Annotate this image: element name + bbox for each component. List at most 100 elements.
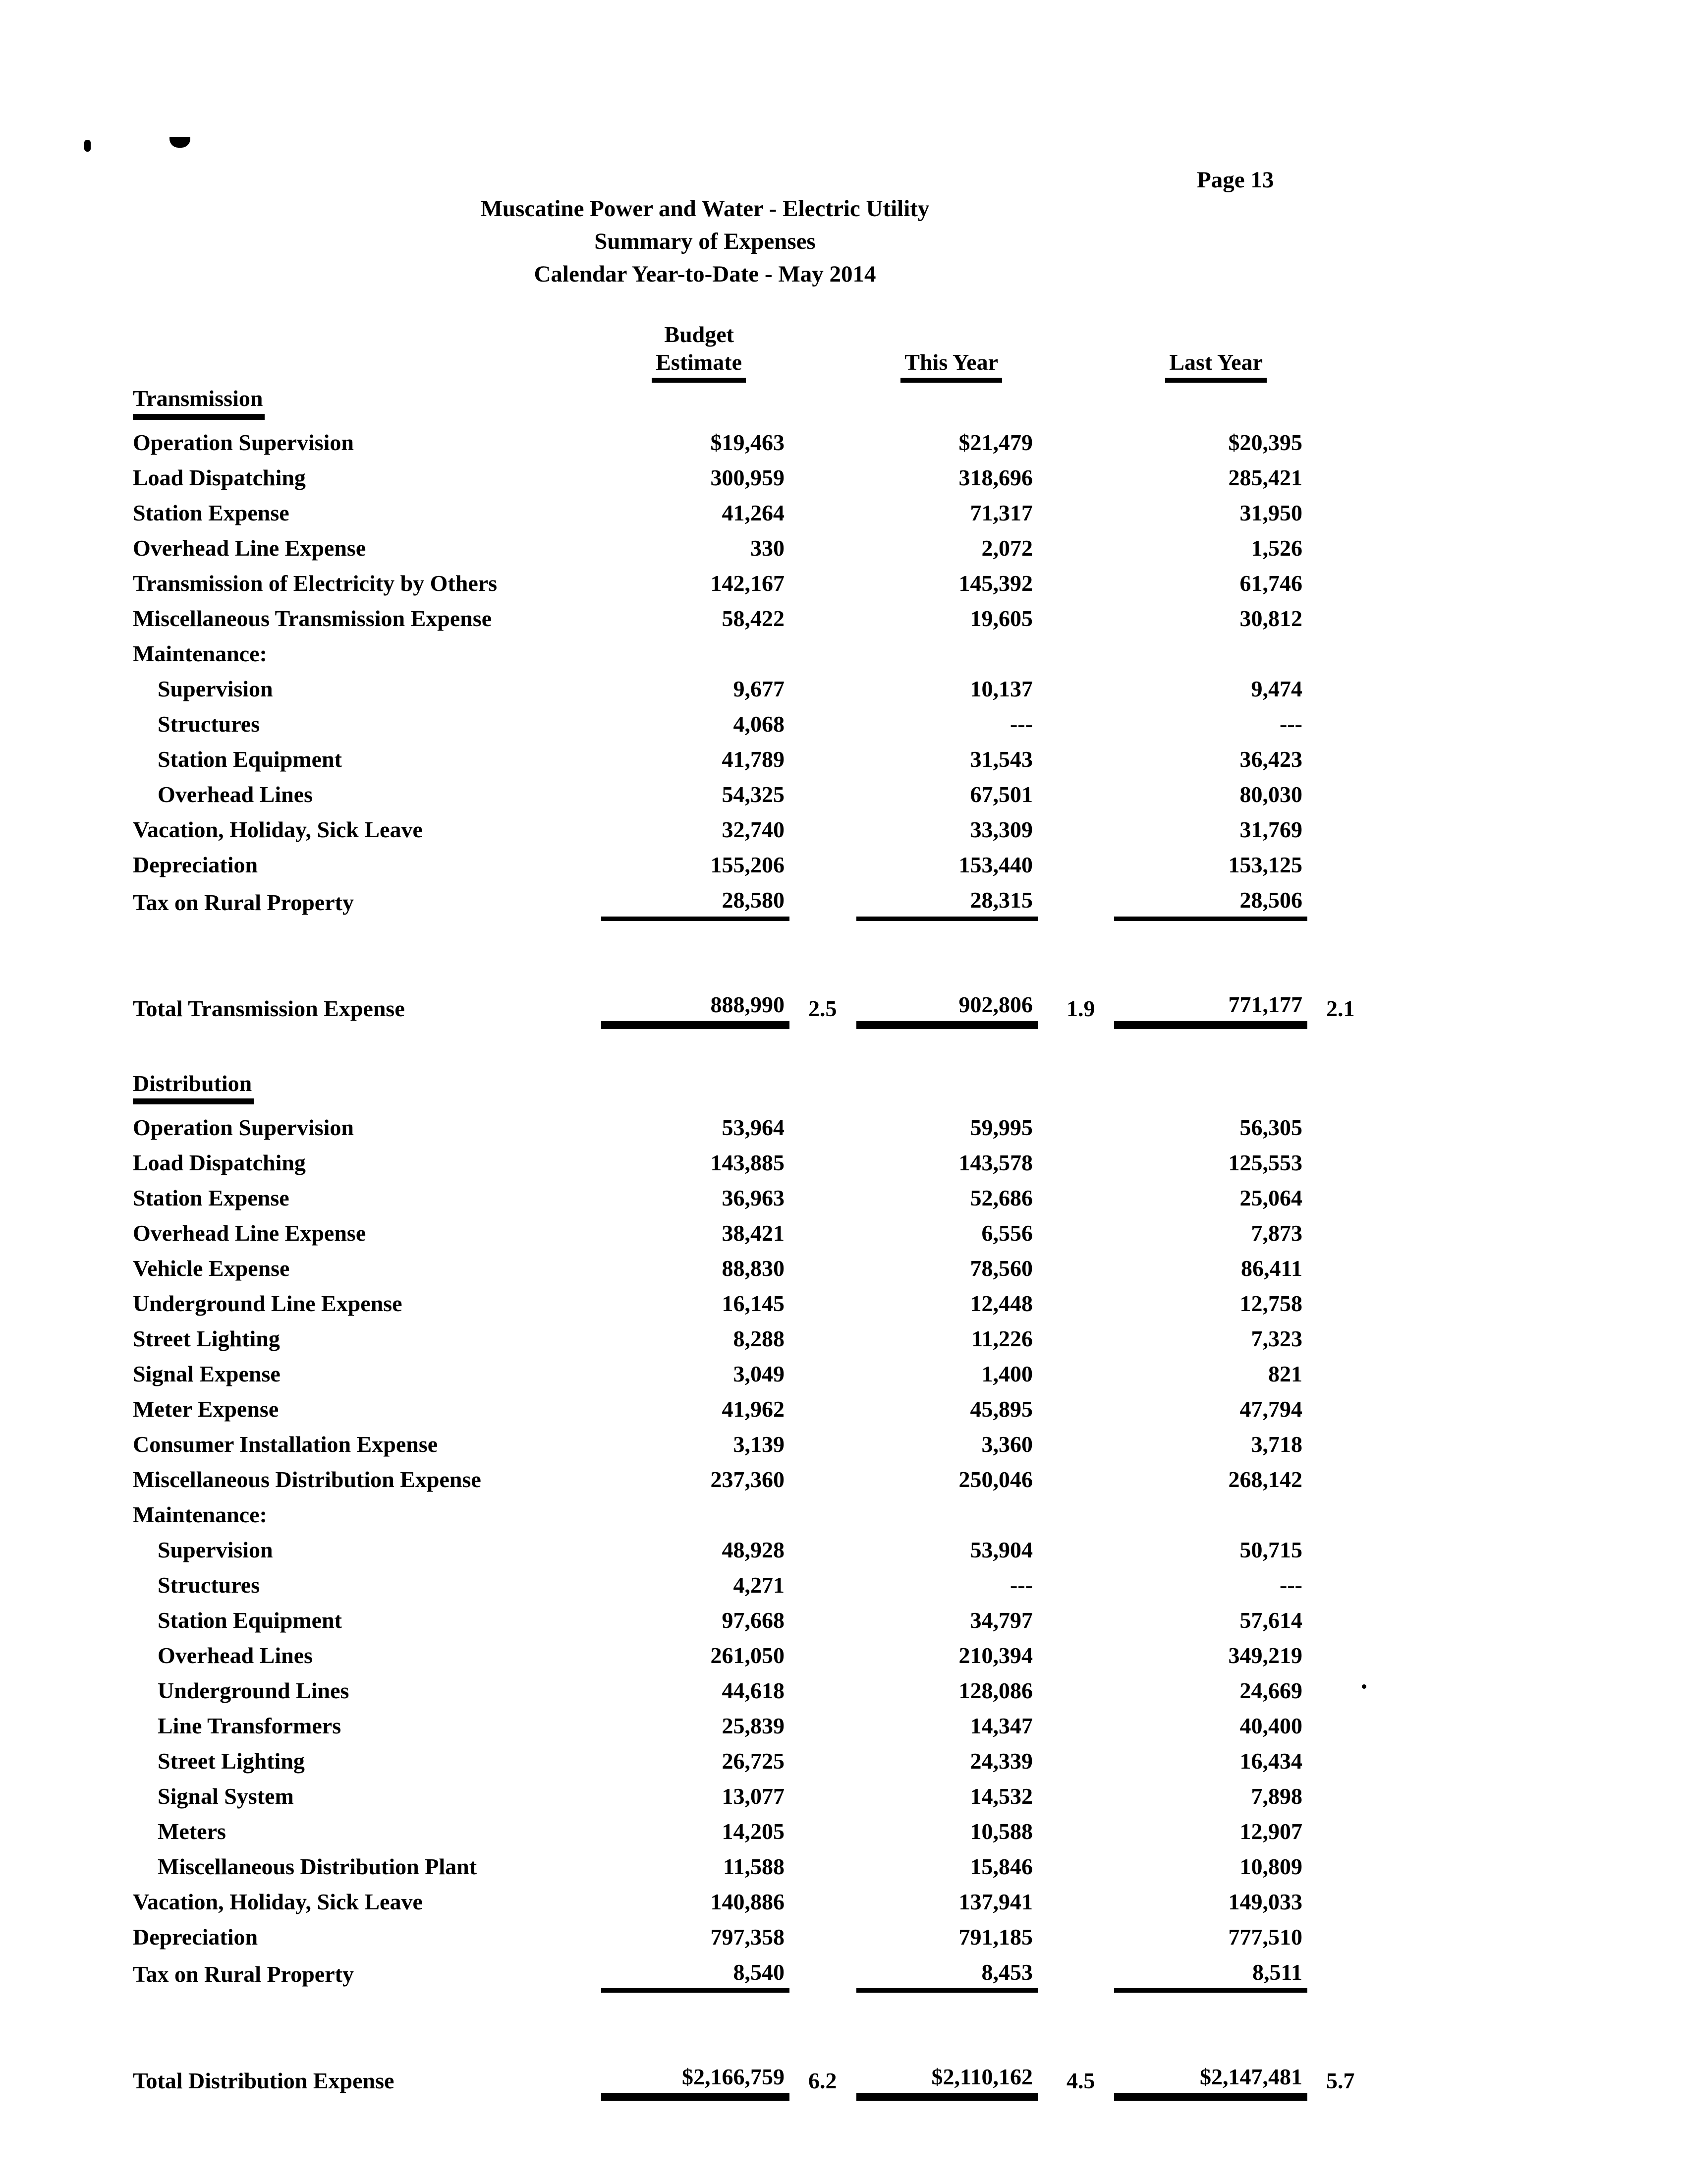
budget-pct: [789, 1355, 856, 1390]
this-year-value: $21,479: [958, 430, 1033, 456]
spacer-cell: [1307, 1990, 1382, 2052]
expense-label: Overhead Line Expense: [133, 1220, 366, 1246]
last-year-pct: [1307, 1144, 1382, 1179]
expense-label: Miscellaneous Distribution Expense: [133, 1466, 481, 1492]
budget-pct: [789, 1284, 856, 1320]
last-year-value: 349,219: [1228, 1642, 1303, 1668]
budget-pct: [789, 1847, 856, 1883]
this-year-pct: [1038, 565, 1114, 600]
expense-row: Overhead Line Expense 330 2,072 1,526: [133, 529, 1382, 565]
this-year-value: 143,578: [958, 1149, 1033, 1175]
last-year-value: 56,305: [1239, 1114, 1303, 1140]
this-year-pct: [1038, 670, 1114, 705]
document-period: Calendar Year-to-Date - May 2014: [534, 261, 876, 287]
spacer-cell: [1307, 919, 1382, 980]
this-year-value: 3,360: [981, 1431, 1033, 1457]
last-year-value: 8,511: [1114, 1953, 1307, 1993]
last-year-pct: [1307, 670, 1382, 705]
last-year-pct: [1307, 1601, 1382, 1636]
this-year-pct: [1038, 1847, 1114, 1883]
total-last-year-value: 771,177: [1114, 980, 1307, 1029]
last-year-value: 1,526: [1251, 535, 1303, 561]
expense-label: Street Lighting: [133, 1325, 280, 1351]
total-last-year-value: $2,147,481: [1114, 2052, 1307, 2101]
this-year-value: 28,315: [856, 881, 1038, 921]
budget-pct: [789, 1601, 856, 1636]
empty-cell: [856, 387, 1038, 423]
budget-header-line1: Budget: [664, 321, 734, 347]
expense-row: Transmission of Electricity by Others 142…: [133, 565, 1382, 600]
expense-row: Station Equipment 97,668 34,797 57,614: [133, 1601, 1382, 1636]
this-year-pct: [1038, 635, 1114, 670]
budget-estimate-value: 261,050: [710, 1642, 785, 1668]
expense-label: Tax on Rural Property: [133, 889, 354, 915]
spacer-cell: [601, 1990, 789, 2052]
section-header-row: Transmission: [133, 387, 1382, 423]
budget-estimate-value: 300,959: [710, 465, 785, 491]
expense-row: Meters 14,205 10,588 12,907: [133, 1812, 1382, 1847]
this-year-value: 53,904: [970, 1537, 1033, 1562]
this-year-pct: [1038, 1320, 1114, 1355]
budget-estimate-value: 9,677: [733, 676, 785, 702]
budget-pct: [789, 600, 856, 635]
budget-pct: [789, 1883, 856, 1918]
spacer-cell: [133, 919, 601, 980]
budget-estimate-value: $19,463: [710, 430, 785, 456]
budget-pct: [789, 1918, 856, 1953]
last-year-pct: [1307, 1918, 1382, 1953]
expense-row: Load Dispatching 300,959 318,696 285,421: [133, 459, 1382, 494]
budget-estimate-value: 4,271: [733, 1572, 785, 1598]
spacer-cell: [133, 1025, 601, 1072]
this-year-value: ---: [1010, 711, 1033, 737]
last-year-pct: [1307, 1742, 1382, 1777]
this-year-pct: [1038, 846, 1114, 881]
expense-row: Line Transformers 25,839 14,347 40,400: [133, 1707, 1382, 1742]
expense-row: Maintenance:: [133, 635, 1382, 670]
last-year-value: $20,395: [1228, 430, 1303, 456]
scan-artifact: [169, 137, 190, 148]
budget-pct: [789, 1214, 856, 1249]
this-year-pct: [1038, 529, 1114, 565]
budget-pct: [789, 1425, 856, 1460]
last-year-pct: [1307, 1108, 1382, 1144]
this-year-pct: [1038, 1777, 1114, 1812]
expense-label: Street Lighting: [158, 1748, 305, 1774]
expense-label: Maintenance:: [133, 1501, 267, 1527]
spacer-cell: [856, 1025, 1038, 1072]
spacer-cell: [133, 1990, 601, 2052]
expense-label: Miscellaneous Transmission Expense: [133, 606, 492, 632]
last-year-value: 40,400: [1239, 1713, 1303, 1738]
expense-row: Overhead Lines 54,325 67,501 80,030: [133, 776, 1382, 811]
empty-cell: [1114, 387, 1307, 423]
expense-row: Load Dispatching 143,885 143,578 125,553: [133, 1144, 1382, 1179]
last-year-pct: [1307, 459, 1382, 494]
budget-estimate-value: 44,618: [722, 1677, 785, 1703]
expense-label: Supervision: [158, 676, 273, 702]
expense-row: Signal Expense 3,049 1,400 821: [133, 1355, 1382, 1390]
last-year-value: 12,907: [1239, 1818, 1303, 1844]
expense-row: Vehicle Expense 88,830 78,560 86,411: [133, 1249, 1382, 1284]
last-year-pct: [1307, 1355, 1382, 1390]
spacer-cell: [601, 919, 789, 980]
this-year-value: 791,185: [958, 1924, 1033, 1950]
budget-pct: [789, 1390, 856, 1425]
this-year-pct: [1038, 1495, 1114, 1531]
total-row: Total Distribution Expense $2,166,759 6.2 $…: [133, 2052, 1382, 2101]
last-year-value: 24,669: [1239, 1677, 1303, 1703]
this-year-value: 10,137: [970, 676, 1033, 702]
this-year-value: 31,543: [970, 747, 1033, 772]
section-title: Transmission: [133, 387, 265, 420]
budget-estimate-value: 41,264: [722, 500, 785, 526]
this-year-pct: [1038, 1636, 1114, 1671]
spacer-cell: [1038, 1025, 1114, 1072]
budget-pct: [789, 1320, 856, 1355]
section-header-cell: Transmission: [133, 387, 601, 423]
spacer-cell: [601, 2097, 789, 2143]
this-year-value: 78,560: [970, 1255, 1033, 1281]
expense-row: Depreciation 797,358 791,185 777,510: [133, 1918, 1382, 1953]
this-year-pct: [1038, 1179, 1114, 1214]
total-row: Total Transmission Expense 888,990 2.5 902,…: [133, 980, 1382, 1029]
total-this-year-pct: 4.5: [1066, 2068, 1095, 2093]
expense-label: Underground Lines: [158, 1677, 349, 1703]
last-year-value: 149,033: [1228, 1889, 1303, 1914]
